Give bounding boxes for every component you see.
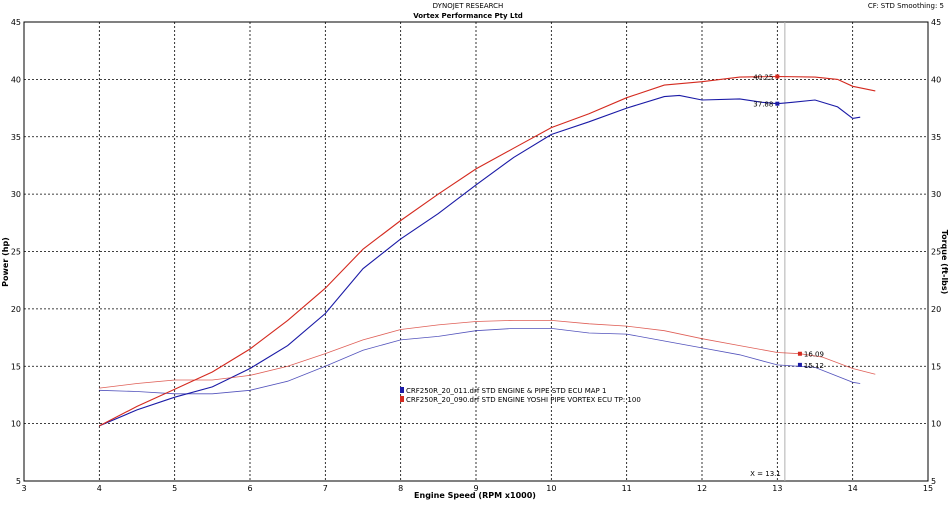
x-tick-label: 6 (247, 484, 252, 493)
x-tick-label: 11 (622, 484, 632, 493)
y-tick-label-left: 25 (11, 248, 21, 257)
value-label: 15.12 (804, 362, 824, 370)
x-tick-label: 14 (848, 484, 858, 493)
x-tick-label: 8 (398, 484, 403, 493)
x-tick-label: 10 (546, 484, 556, 493)
y-tick-label-left: 45 (11, 18, 21, 27)
series-layer (99, 75, 876, 427)
legend-entry-2: CRF250R_20_090.drf STD ENGINE YOSHI PIPE… (406, 396, 641, 404)
y-tick-label-left: 15 (11, 362, 21, 371)
y-tick-label-left: 30 (11, 190, 21, 199)
value-marker (775, 74, 780, 79)
y-tick-label-right: 20 (931, 305, 941, 314)
x-axis-title: Engine Speed (RPM x1000) (414, 491, 536, 500)
value-label: 16.09 (804, 351, 824, 359)
legend-swatch-1 (400, 387, 404, 393)
header-company: DYNOJET RESEARCH (433, 2, 504, 10)
y-axis-title-left: Power (hp) (1, 237, 10, 287)
power-curve-2 (99, 75, 876, 427)
y-tick-label-right: 45 (931, 18, 941, 27)
x-tick-label: 13 (772, 484, 782, 493)
x-tick-label: 4 (97, 484, 102, 493)
marker-layer: X = 13.1 40.25 37.88 16.09 15.12 (750, 74, 824, 478)
y-tick-label-left: 40 (11, 75, 21, 84)
y-axis-title-right: Torque (ft-lbs) (940, 230, 949, 295)
legend-swatch-2 (400, 396, 404, 402)
y-tick-label-right: 5 (931, 477, 936, 486)
y-tick-label-left: 5 (16, 477, 21, 486)
cursor-label: X = 13.1 (750, 470, 781, 478)
value-marker (797, 362, 802, 367)
x-tick-label: 5 (172, 484, 177, 493)
legend: CRF250R_20_011.drf STD ENGINE & PIPE STD… (400, 387, 641, 404)
x-tick-label: 12 (697, 484, 707, 493)
x-tick-label: 9 (473, 484, 478, 493)
value-label: 40.25 (753, 74, 773, 82)
y-tick-label-left: 35 (11, 133, 21, 142)
y-tick-label-right: 10 (931, 420, 941, 429)
value-label: 37.88 (753, 101, 773, 109)
x-tick-label: 3 (21, 484, 26, 493)
header-settings: CF: STD Smoothing: 5 (868, 2, 944, 10)
y-tick-label-right: 35 (931, 133, 941, 142)
header-customer: Vortex Performance Pty Ltd (413, 12, 523, 20)
value-marker (797, 351, 802, 356)
y-tick-label-right: 40 (931, 75, 941, 84)
y-tick-label-right: 15 (931, 362, 941, 371)
grid-layer (23, 21, 929, 482)
torque-curve-2 (99, 320, 876, 389)
x-tick-label: 15 (923, 484, 933, 493)
power-curve-1 (99, 94, 861, 427)
torque-curve-1 (99, 328, 861, 395)
y-tick-label-left: 10 (11, 420, 21, 429)
y-tick-label-right: 25 (931, 248, 941, 257)
legend-entry-1: CRF250R_20_011.drf STD ENGINE & PIPE STD… (406, 387, 606, 395)
x-tick-label: 7 (323, 484, 328, 493)
y-tick-label-right: 30 (931, 190, 941, 199)
y-tick-label-left: 20 (11, 305, 21, 314)
value-marker (775, 101, 780, 106)
